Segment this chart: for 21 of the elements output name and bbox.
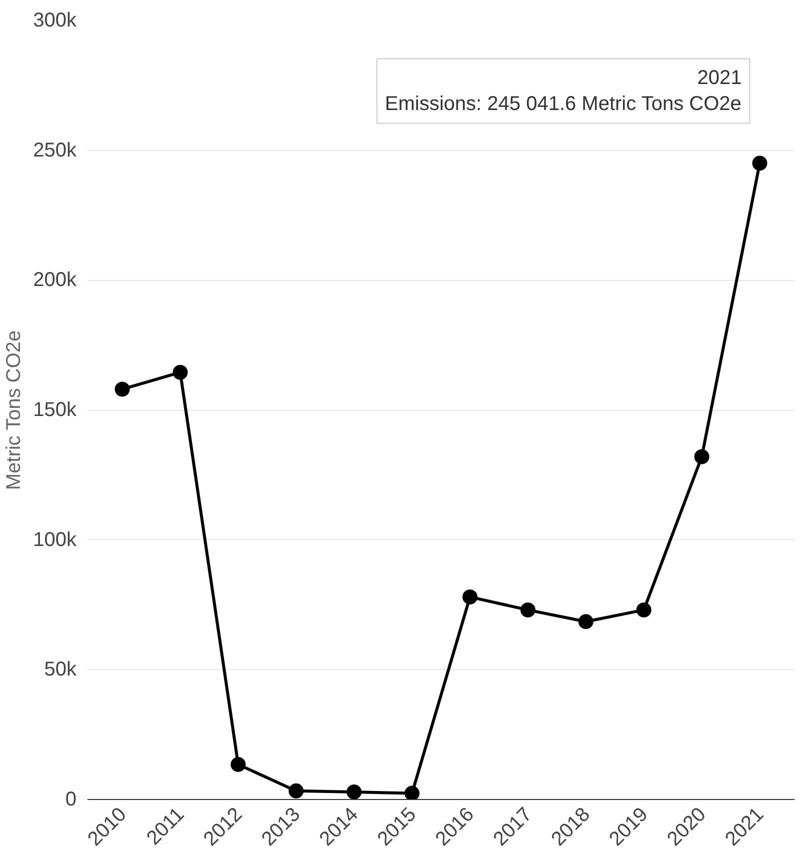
annotation: 2021 Emissions: 245 041.6 Metric Tons CO2e xyxy=(384,66,742,116)
point xyxy=(752,156,768,171)
point xyxy=(114,382,130,397)
y-tick-label: 0 xyxy=(65,788,76,810)
point xyxy=(462,589,478,604)
y-tick-label: 100k xyxy=(33,528,78,551)
y-axis-title: Metric Tons CO2e xyxy=(3,330,26,490)
point xyxy=(404,786,420,800)
y-tick-label: 250k xyxy=(33,139,78,162)
point xyxy=(694,449,710,464)
point xyxy=(578,614,594,630)
point xyxy=(172,364,188,380)
point xyxy=(636,602,652,618)
point xyxy=(230,756,246,772)
point xyxy=(520,602,536,618)
point xyxy=(288,783,304,798)
y-tick-label: 150k xyxy=(33,399,78,421)
y-tick-label: 50k xyxy=(44,658,78,681)
y-tick-label: 200k xyxy=(33,269,78,292)
point xyxy=(346,784,362,800)
y-tick-label: 300k xyxy=(33,10,78,32)
